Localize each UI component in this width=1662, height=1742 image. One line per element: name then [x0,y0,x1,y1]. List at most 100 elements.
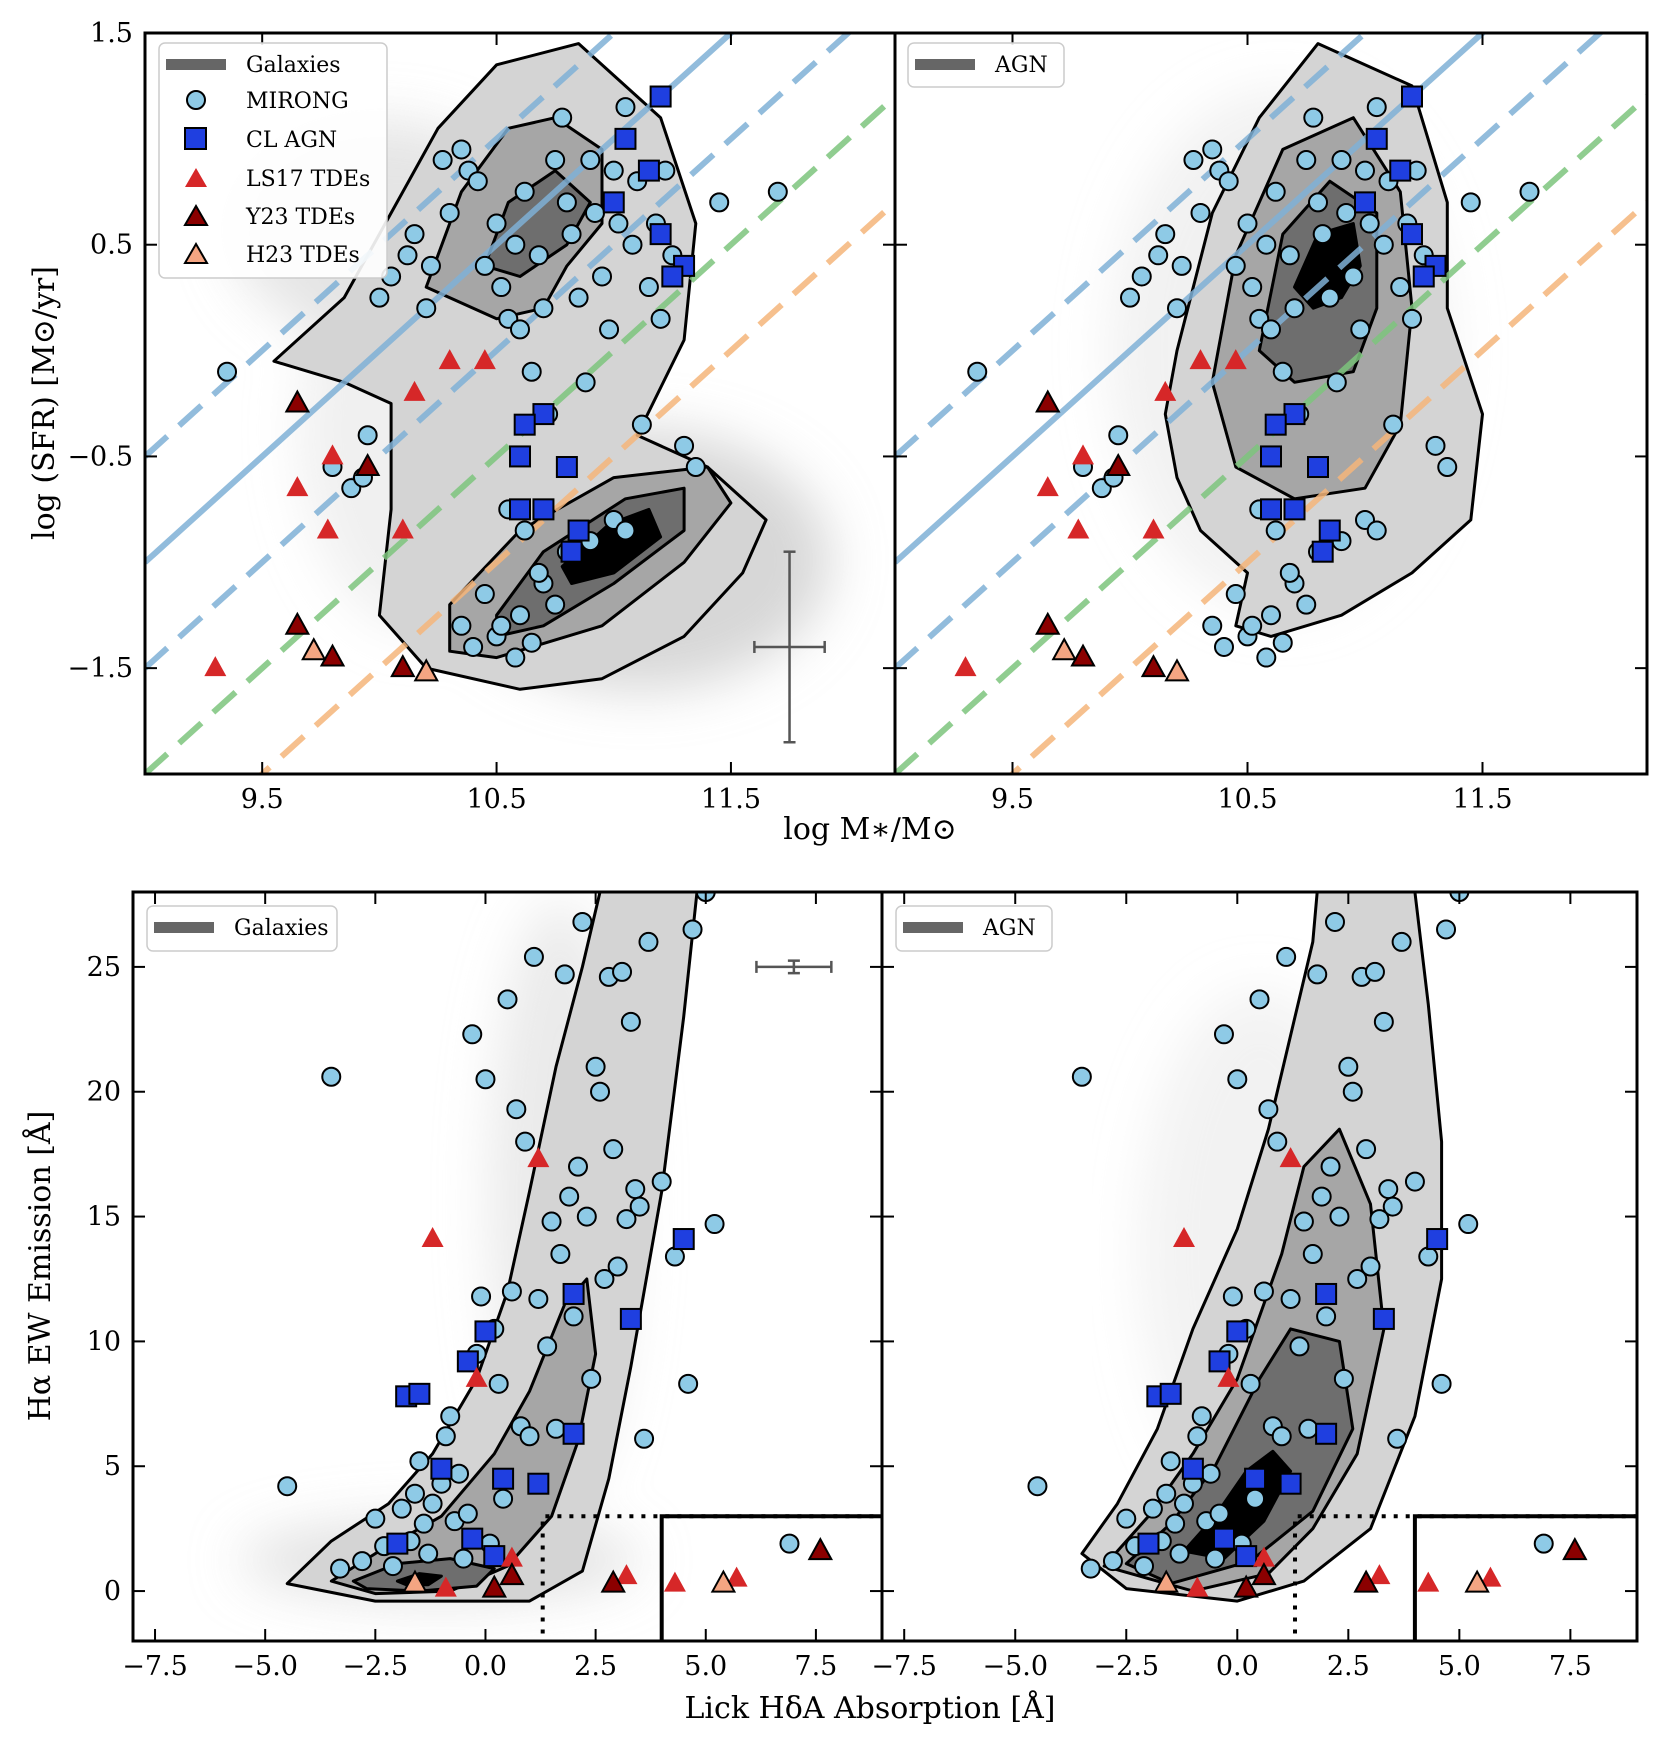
mirong-point [1261,319,1281,340]
mirong-point [1382,1196,1403,1217]
mirong-point [629,1196,650,1217]
legend-cl-agn-marker [184,127,207,150]
mirong-point [592,266,613,287]
mirong-point [638,277,659,298]
mirong-point [1280,1288,1301,1309]
y-tick-label: 10 [87,1326,121,1357]
cl-agn-point [474,1320,497,1343]
mirong-point [521,361,542,382]
mirong-point [1205,1548,1226,1569]
mirong-point [330,1558,351,1579]
y-tick-label: 0.5 [90,230,133,261]
mirong-point [1027,1476,1048,1497]
mirong-point [625,1179,646,1200]
mirong-point [1227,1069,1248,1090]
cl-agn-point [513,413,536,436]
mirong-point [451,139,472,160]
cl-agn-point [509,445,531,468]
mirong-point [453,1548,474,1569]
legend-label: Galaxies [246,53,341,78]
cl-agn-point [483,1545,506,1568]
errorbar-group [755,959,833,975]
legend-label: Galaxies [234,916,329,941]
y-axis-label: log (SFR) [M⊙/yr] [27,266,62,540]
mirong-point [664,1246,685,1267]
mirong-point [505,647,526,668]
mirong-point [1316,1306,1337,1327]
mirong-point [1359,213,1380,234]
mirong-point [474,584,495,605]
mirong-point [594,1268,615,1289]
mirong-point [521,632,542,653]
mirong-point [528,1288,549,1309]
ls17-tde-point [391,518,414,539]
x-tick-label: 0.0 [464,1651,507,1682]
y23-tde-point [1353,1569,1379,1593]
y23-tde-point [600,1569,626,1593]
mirong-point [767,181,788,202]
mirong-point [622,234,643,255]
cl-agn-point [1260,498,1282,521]
mirong-point [357,425,378,446]
legend-h23-marker [183,242,209,264]
x-tick-label: −7.5 [871,1651,937,1682]
mirong-point [1256,234,1277,255]
mirong-point [580,150,601,171]
cl-agn-point [1283,403,1306,426]
ls17-tde-point [725,1566,748,1587]
mirong-point [1142,1498,1163,1519]
mirong-point [1343,266,1364,287]
panel-top-left: 9.5 10.5 11.5 1.5 0.5 −0.5 −1.5 Galaxies MIRON… [27,18,897,815]
mirong-point [1325,911,1345,932]
legend-label: AGN [982,916,1036,941]
mirong-point [1387,1428,1408,1449]
mirong-point [1131,266,1152,287]
x-tick-label: −7.5 [122,1651,188,1682]
ls17-tde-point [1224,349,1247,370]
mirong-point [1373,1011,1394,1032]
mirong-point [1311,1186,1332,1207]
ls17-tde-point [1154,380,1177,401]
y23-tde-point [1140,654,1167,678]
mirong-point [1425,435,1446,456]
y23-tde-point [481,1574,507,1598]
mirong-point [523,946,544,967]
mirong-point [1240,1373,1261,1394]
sfr-line-green-dashed [145,94,895,774]
selection-region-dotted [1293,1514,1637,1634]
mirong-point [1202,615,1223,636]
mirong-point [1460,192,1481,213]
selection-region-solid [1412,1514,1637,1641]
mirong-point [1338,1056,1359,1077]
mirong-point [514,181,535,202]
cl-agn-point [562,1422,585,1445]
mirong-point [685,457,706,478]
mirong-point [493,1488,514,1509]
ls17-tde-point [1072,444,1094,465]
mirong-point [631,414,652,435]
cl-agn-point [1159,1382,1182,1405]
ls17-tde-point [473,349,496,370]
legend: AGN [907,42,1065,88]
cl-agn-point [461,1527,484,1550]
mirong-point [1333,1368,1354,1389]
ls17-tde-point [421,1227,444,1248]
mirong-point [475,1069,496,1090]
cl-agn-point [1318,519,1341,542]
mirong-point [217,361,238,382]
selection-regions [1293,1514,1637,1641]
mirong-point [1202,139,1223,160]
mirong-point [1284,298,1305,319]
ls17-tde-point [615,1564,638,1585]
mirong-point [1329,1206,1350,1227]
y23-tde-point [319,643,346,667]
mirong-point [1296,150,1317,171]
mirong-point [576,1206,597,1227]
legend-mirong-marker [186,90,206,110]
mirong-point [678,1373,699,1394]
cl-agn-point [456,1350,479,1373]
h23-tde-point [1051,637,1077,661]
h23-tde-point [1164,658,1190,682]
ls17-tde-point [321,444,344,465]
